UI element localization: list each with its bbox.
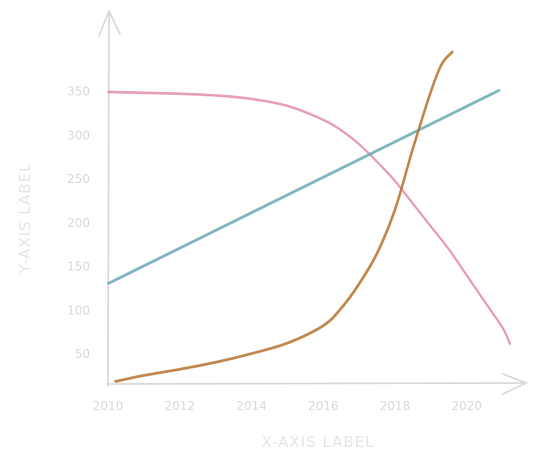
y-tick-labels: 50 100 150 200 250 300 350	[67, 85, 90, 361]
y-axis-title: Y-AXIS LABEL	[16, 163, 34, 275]
series-line-1-sketch-stroke	[108, 92, 512, 346]
x-tick-label: 2020	[451, 399, 482, 413]
x-axis-line	[106, 382, 526, 385]
series-lines	[106, 50, 512, 383]
x-tick-labels: 2010 2012 2014 2016 2018 2020	[93, 399, 482, 413]
y-tick-label: 200	[67, 216, 90, 230]
y-tick-label: 250	[67, 172, 90, 186]
series-line-2-sketch-stroke	[108, 90, 501, 285]
x-axis-arrowhead	[502, 373, 529, 395]
x-tick-label: 2010	[93, 399, 124, 413]
series-line-3-sketch-stroke	[115, 52, 454, 383]
series-line-3	[114, 50, 454, 383]
series-line-2	[106, 88, 501, 285]
series-line-1	[106, 90, 511, 345]
x-tick-label: 2012	[164, 399, 195, 413]
x-tick-label: 2014	[236, 399, 267, 413]
axes	[98, 9, 529, 395]
y-axis-line	[107, 11, 110, 387]
y-tick-label: 150	[67, 260, 90, 274]
y-tick-label: 300	[67, 128, 90, 142]
x-tick-label: 2018	[380, 399, 411, 413]
y-tick-label: 350	[67, 85, 90, 99]
x-tick-label: 2016	[308, 399, 339, 413]
y-axis-arrowhead	[98, 9, 121, 37]
y-tick-label: 100	[67, 303, 90, 317]
y-tick-label: 50	[75, 347, 90, 361]
x-axis-title: X-AXIS LABEL	[262, 433, 375, 451]
